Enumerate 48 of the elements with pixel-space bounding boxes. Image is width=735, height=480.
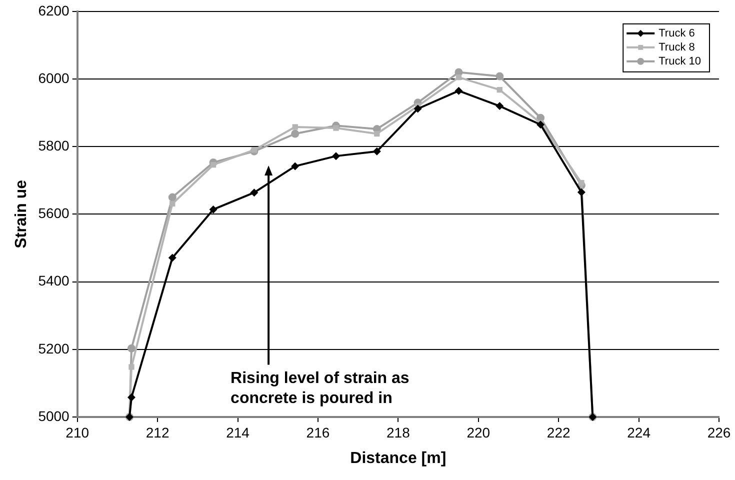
point <box>454 86 463 95</box>
x-tick-label: 226 <box>707 424 731 440</box>
point <box>372 147 381 156</box>
point <box>251 147 258 153</box>
y-tick-label: 5800 <box>38 137 70 154</box>
point <box>170 200 176 207</box>
point <box>291 162 300 170</box>
point <box>374 130 380 137</box>
y-tick-label: 6000 <box>38 70 70 86</box>
y-tick-label: 5600 <box>38 205 70 222</box>
point <box>496 72 504 80</box>
x-tick-label: 212 <box>146 424 170 440</box>
point <box>291 130 300 138</box>
point <box>496 86 502 93</box>
point <box>536 120 545 129</box>
point <box>496 102 504 110</box>
point <box>250 188 258 197</box>
point <box>456 74 462 80</box>
y-axis-title: Strain ue <box>13 180 30 248</box>
legend-label: Truck 8 <box>658 41 695 54</box>
y-tick-label: 5400 <box>38 272 70 289</box>
x-tick-label: 220 <box>466 424 490 440</box>
y-tick-label: 6200 <box>38 2 70 18</box>
point <box>414 104 422 113</box>
y-tick-label: 5200 <box>38 340 70 356</box>
point <box>292 124 298 130</box>
point <box>168 193 176 202</box>
x-tick-label: 224 <box>627 424 651 440</box>
point <box>578 180 584 186</box>
x-tick-label: 216 <box>306 424 330 440</box>
annotation: Rising level of strain as concrete is poured in <box>230 370 410 407</box>
point <box>210 162 216 168</box>
point <box>127 393 136 402</box>
legend-label: Truck 10 <box>658 55 702 68</box>
point <box>127 344 136 352</box>
x-tick-label: 210 <box>66 424 90 440</box>
y-tick-label: 5000 <box>38 408 70 424</box>
point <box>577 188 586 196</box>
point <box>128 364 134 370</box>
x-tick-label: 218 <box>386 424 410 440</box>
point <box>168 254 176 262</box>
legend-label: Truck 6 <box>658 27 695 40</box>
point <box>333 125 339 131</box>
x-axis-title: Distance [m] <box>350 450 446 467</box>
x-tick-label: 214 <box>226 424 250 440</box>
point <box>332 152 340 160</box>
x-tick-label: 222 <box>546 424 570 440</box>
point <box>209 205 218 214</box>
